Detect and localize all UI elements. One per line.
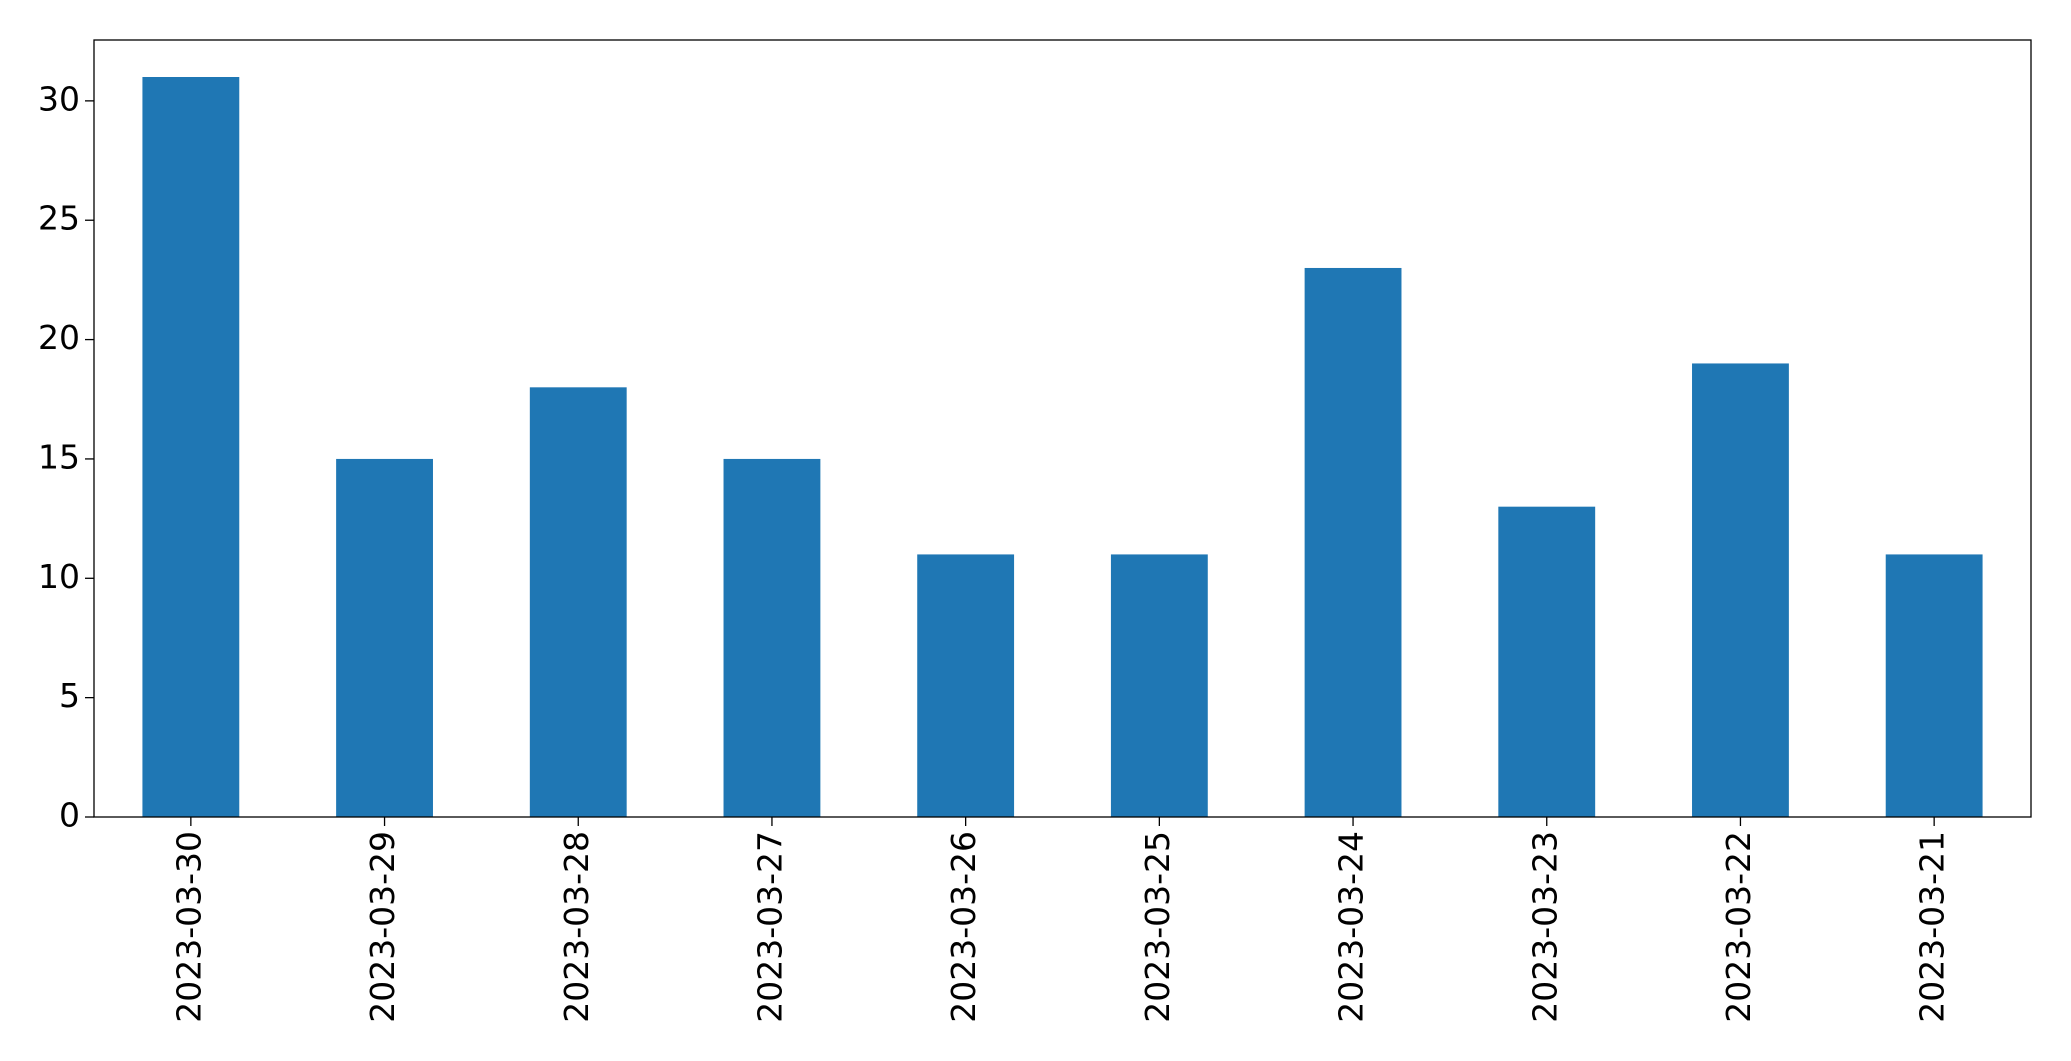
y-tick-label: 0	[59, 796, 80, 835]
y-tick-label: 15	[38, 437, 80, 476]
bar	[1110, 554, 1208, 817]
bar	[1692, 363, 1789, 817]
x-tick-label: 2023-03-26	[944, 831, 983, 1023]
y-tick-label: 5	[59, 676, 80, 715]
x-tick-label: 2023-03-29	[363, 831, 402, 1023]
x-tick-label: 2023-03-27	[750, 831, 789, 1023]
bar	[142, 77, 240, 817]
bar	[529, 387, 627, 817]
x-tick-label: 2023-03-30	[169, 831, 208, 1023]
bar	[336, 458, 433, 817]
y-tick-label: 10	[38, 557, 80, 596]
bar	[1498, 506, 1596, 817]
y-tick-label: 30	[38, 79, 80, 118]
x-tick-label: 2023-03-25	[1138, 831, 1177, 1023]
x-tick-label: 2023-03-21	[1913, 831, 1952, 1023]
y-tick-label: 25	[38, 199, 80, 238]
x-tick-label: 2023-03-23	[1525, 831, 1564, 1023]
x-tick-label: 2023-03-24	[1332, 831, 1371, 1023]
bar	[917, 554, 1015, 817]
bar	[1885, 554, 1983, 817]
x-tick-label: 2023-03-28	[557, 831, 596, 1023]
y-tick-label: 20	[38, 318, 80, 357]
bar	[1304, 267, 1402, 817]
bar	[723, 458, 821, 817]
x-tick-label: 2023-03-22	[1719, 831, 1758, 1023]
plot-frame	[93, 39, 2032, 818]
